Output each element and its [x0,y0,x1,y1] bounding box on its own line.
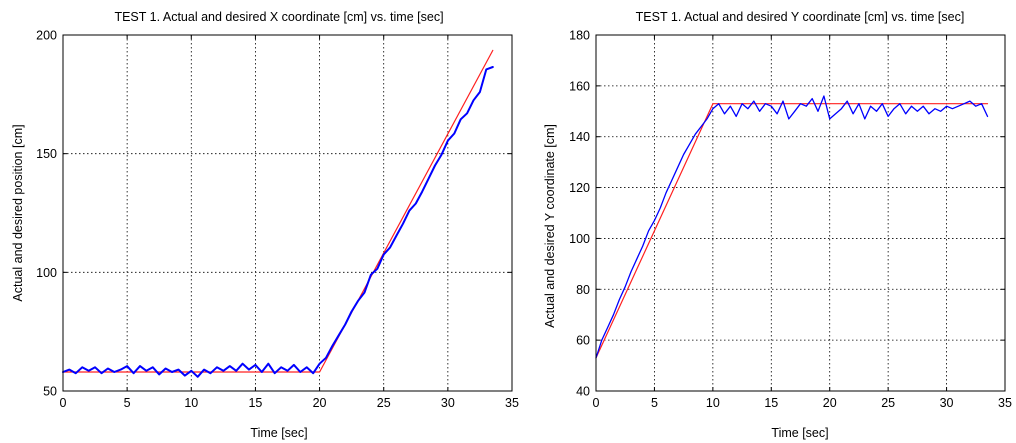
x-tick-label: 30 [441,396,455,410]
x-tick-label: 30 [940,396,954,410]
y-tick-label: 60 [576,334,590,348]
y-tick-label: 50 [43,385,57,399]
x-tick-label: 5 [124,396,131,410]
x-tick-label: 15 [764,396,778,410]
y-tick-label: 40 [576,385,590,399]
x-tick-label: 5 [651,396,658,410]
y-tick-label: 180 [569,29,590,43]
x-axis-label: Time [sec] [771,426,828,440]
y-tick-label: 100 [569,232,590,246]
x-tick-label: 35 [505,396,519,410]
chart-x-coordinate: TEST 1. Actual and desired X coordinate … [11,10,519,440]
x-tick-label: 0 [60,396,67,410]
x-axis-label: Time [sec] [250,426,307,440]
y-axis-label: Actual and desired Y coordinate [cm] [543,124,557,328]
plot-area: 0 5 10 15 20 25 30 35 50 100 150 200 [36,29,519,411]
plot-frame [595,34,1006,392]
y-tick-label: 80 [576,283,590,297]
x-tick-label: 25 [377,396,391,410]
actual-series-line [62,66,494,378]
chart-title: TEST 1. Actual and desired X coordinate … [114,10,443,24]
desired-series-line [62,49,494,373]
x-tick-label: 20 [313,396,327,410]
x-tick-label: 25 [881,396,895,410]
desired-series-line [595,103,989,359]
x-tick-label: 20 [823,396,837,410]
y-tick-label: 150 [36,147,57,161]
x-tick-label: 10 [706,396,720,410]
x-tick-label: 35 [998,396,1012,410]
actual-series-line [595,95,989,359]
x-tick-label: 0 [593,396,600,410]
plot-area: 0 5 10 15 20 25 30 35 40 60 80 100 120 140 160 180 [569,29,1012,411]
x-tick-label: 15 [248,396,262,410]
chart-title: TEST 1. Actual and desired Y coordinate … [636,10,965,24]
y-tick-label: 100 [36,266,57,280]
plot-frame [62,34,513,392]
y-axis-label: Actual and desired position [cm] [11,124,25,301]
chart-y-coordinate: TEST 1. Actual and desired Y coordinate … [543,10,1012,440]
y-tick-label: 120 [569,181,590,195]
y-tick-label: 160 [569,79,590,93]
y-tick-label: 200 [36,29,57,43]
y-tick-label: 140 [569,130,590,144]
x-tick-label: 10 [184,396,198,410]
